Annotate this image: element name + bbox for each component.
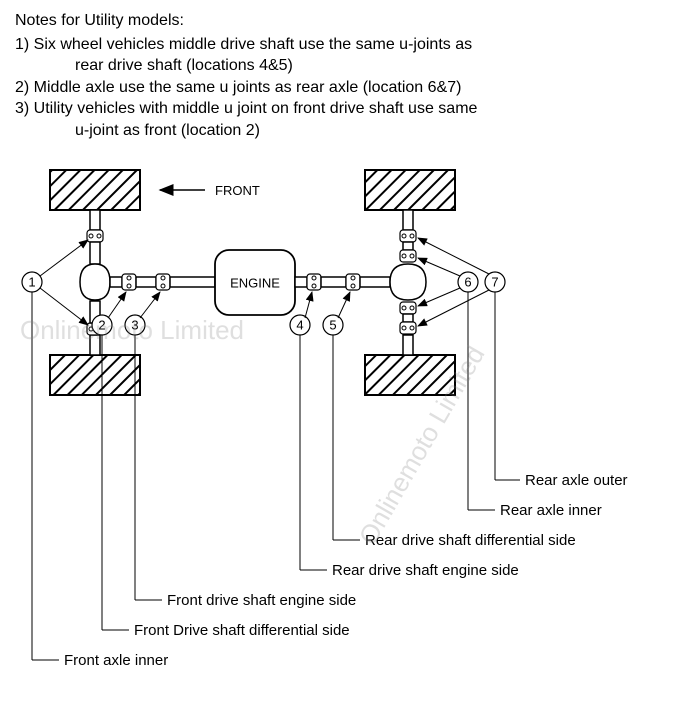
circle-1: 1	[22, 272, 42, 292]
drivetrain-diagram: FRONT ENGINE	[0, 150, 700, 700]
svg-text:6: 6	[464, 275, 471, 290]
callout-7: Rear axle outer	[525, 472, 628, 489]
svg-text:2: 2	[98, 318, 105, 333]
wheel-rear-top	[365, 170, 455, 210]
note-1b: rear drive shaft (locations 4&5)	[15, 55, 685, 77]
svg-text:3: 3	[131, 318, 138, 333]
ujoint-loc4	[307, 274, 321, 290]
ujoint-loc2	[122, 274, 136, 290]
ujoint-rear-bot-outer	[400, 322, 416, 334]
circle-3: 3	[125, 315, 145, 335]
circle-5: 5	[323, 315, 343, 335]
callout-3: Front drive shaft engine side	[167, 592, 356, 609]
circle-4: 4	[290, 315, 310, 335]
ujoint-front-top	[87, 230, 103, 242]
front-differential	[80, 264, 110, 300]
wheel-rear-bottom	[365, 355, 455, 395]
callout-2: Front Drive shaft differential side	[134, 622, 350, 639]
callout-6: Rear axle inner	[500, 502, 602, 519]
callout-4: Rear drive shaft engine side	[332, 562, 519, 579]
note-2: 2) Middle axle use the same u joints as …	[15, 77, 685, 99]
circle-2: 2	[92, 315, 112, 335]
wheel-front-bottom	[50, 355, 140, 395]
note-3b: u-joint as front (location 2)	[15, 120, 685, 142]
circle-6: 6	[458, 272, 478, 292]
svg-text:7: 7	[491, 275, 498, 290]
callout-1: Front axle inner	[64, 652, 168, 669]
callout-5: Rear drive shaft differential side	[365, 532, 576, 549]
svg-text:5: 5	[329, 318, 336, 333]
ujoint-rear-top-inner	[400, 250, 416, 262]
ujoint-rear-top-outer	[400, 230, 416, 242]
engine-label: ENGINE	[230, 276, 280, 291]
circle-7: 7	[485, 272, 505, 292]
ujoint-rear-bot-inner	[400, 302, 416, 314]
note-3a: 3) Utility vehicles with middle u joint …	[15, 98, 685, 120]
notes-block: Notes for Utility models: 1) Six wheel v…	[0, 0, 700, 142]
notes-title: Notes for Utility models:	[15, 10, 685, 32]
front-label: FRONT	[215, 183, 260, 198]
rear-differential	[390, 264, 426, 300]
ujoint-loc3	[156, 274, 170, 290]
note-1a: 1) Six wheel vehicles middle drive shaft…	[15, 34, 685, 56]
wheel-front-top	[50, 170, 140, 210]
svg-text:1: 1	[28, 275, 35, 290]
svg-text:4: 4	[296, 318, 303, 333]
ujoint-loc5	[346, 274, 360, 290]
